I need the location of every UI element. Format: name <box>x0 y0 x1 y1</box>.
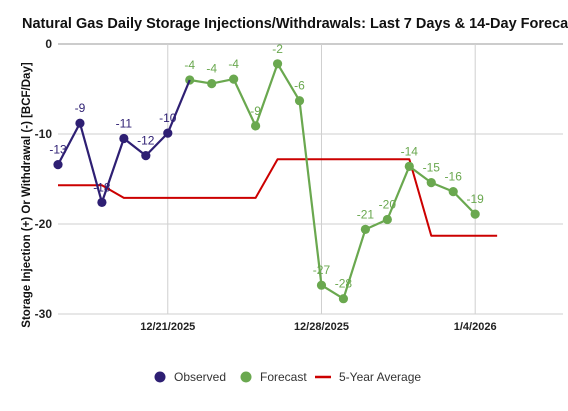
forecast-data-label: -28 <box>335 277 353 291</box>
observed-data-label: -12 <box>137 134 155 148</box>
y-tick-label: -30 <box>35 307 53 321</box>
y-axis-label: Storage Injection (+) Or Withdrawal (-) … <box>21 62 33 328</box>
forecast-point <box>360 224 370 234</box>
observed-data-label: -10 <box>159 111 177 125</box>
forecast-point <box>207 79 217 89</box>
observed-point <box>97 197 107 207</box>
forecast-data-label: -27 <box>313 263 331 277</box>
forecast-data-label: -14 <box>401 144 419 158</box>
forecast-data-label: -4 <box>228 57 239 71</box>
5-year-average-line <box>58 158 498 237</box>
forecast-point <box>382 214 392 225</box>
legend-swatch-observed <box>154 371 166 383</box>
forecast-data-label: -6 <box>294 79 305 93</box>
series-connector <box>166 79 191 134</box>
observed-point <box>53 160 63 170</box>
legend-swatch-forecast <box>240 371 252 383</box>
observed-data-label: -9 <box>75 101 86 115</box>
forecast-data-label: -2 <box>272 42 283 56</box>
forecast-data-label: -9 <box>250 104 261 118</box>
x-tick-label: 12/28/2025 <box>294 321 349 333</box>
observed-data-label: -11 <box>116 117 133 131</box>
observed-line <box>57 122 169 204</box>
forecast-point <box>251 121 261 131</box>
forecast-point <box>294 96 305 106</box>
forecast-point <box>229 74 239 84</box>
chart-title: Natural Gas Daily Storage Injections/Wit… <box>22 16 568 32</box>
observed-point <box>119 133 129 144</box>
y-tick-label: -20 <box>35 217 53 231</box>
observed-point <box>163 128 173 138</box>
forecast-data-label: -16 <box>445 170 463 184</box>
tick-labels: 0 -10 -20 -30 12/21/2025 12/28/2025 1/4/2026 <box>35 37 497 333</box>
forecast-data-label: -4 <box>184 58 195 72</box>
y-tick-label: 0 <box>45 37 52 51</box>
forecast-point <box>448 187 458 197</box>
legend-label-forecast: Forecast <box>260 370 307 384</box>
y-tick-label: -10 <box>35 127 53 141</box>
forecast-point <box>338 294 349 304</box>
forecast-data-label: -20 <box>379 198 397 212</box>
observed-data-label: -13 <box>49 143 67 157</box>
legend-label-observed: Observed <box>174 370 226 384</box>
forecast-point <box>470 209 480 219</box>
forecast-point <box>426 178 436 188</box>
data-labels: -13 -9 -18 -11 -12 -10 -4 -4 -4 -9 -2 -6 -27 -28 -21 -2… <box>49 42 484 291</box>
x-tick-label: 12/21/2025 <box>140 321 195 333</box>
forecast-point <box>272 59 283 69</box>
observed-point <box>75 118 85 128</box>
legend: Observed Forecast 5-Year Average <box>154 370 421 384</box>
forecast-point <box>404 161 414 171</box>
gridlines <box>58 43 563 315</box>
legend-label-5-year-average: 5-Year Average <box>339 370 421 384</box>
observed-point <box>141 151 151 161</box>
x-tick-label: 1/4/2026 <box>454 321 497 333</box>
series-layer <box>53 59 498 304</box>
forecast-data-label: -19 <box>467 192 485 206</box>
observed-data-label: -18 <box>93 180 111 194</box>
forecast-data-label: -15 <box>423 161 441 175</box>
forecast-data-label: -4 <box>206 62 217 76</box>
forecast-point <box>316 280 327 290</box>
forecast-data-label: -21 <box>357 207 375 221</box>
